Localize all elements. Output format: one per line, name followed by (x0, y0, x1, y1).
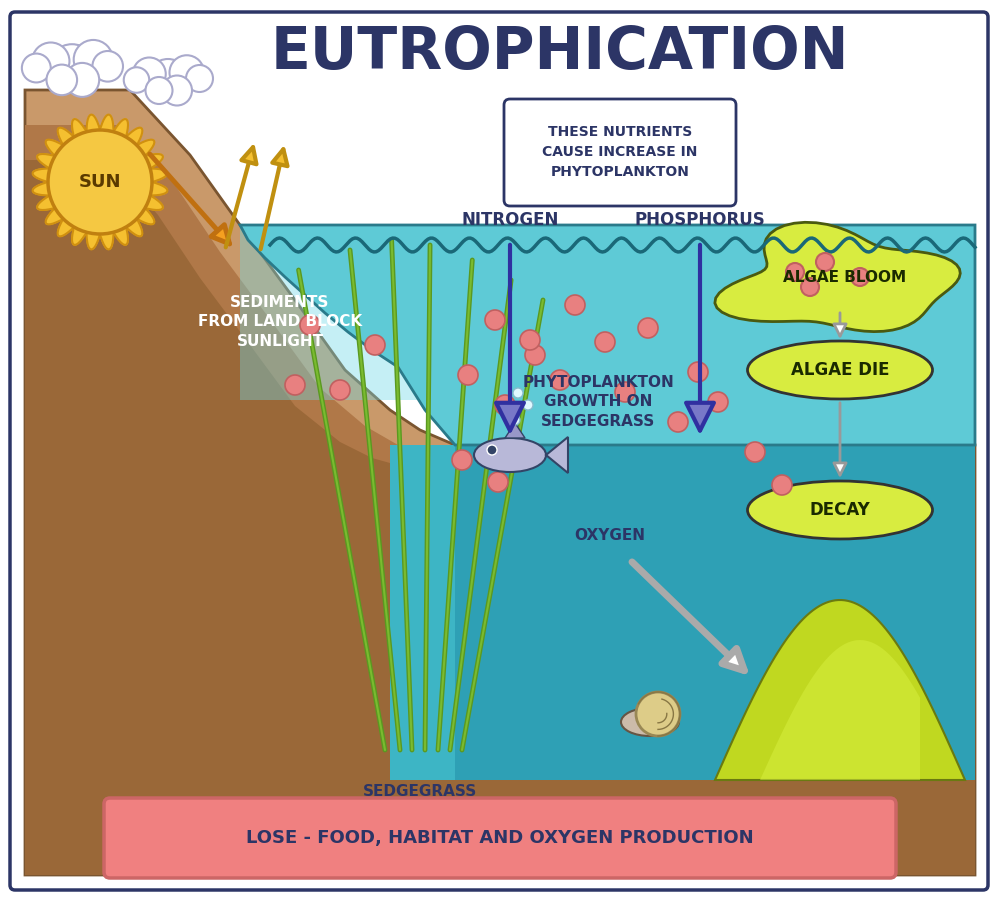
Circle shape (495, 395, 515, 415)
Text: PHYTOPLANKTON
GROWTH ON
SEDGEGRASS: PHYTOPLANKTON GROWTH ON SEDGEGRASS (522, 374, 674, 429)
Text: EUTROPHICATION: EUTROPHICATION (271, 23, 849, 80)
Text: SEDGEGRASS: SEDGEGRASS (363, 785, 477, 799)
Polygon shape (240, 225, 975, 445)
Polygon shape (505, 423, 525, 438)
Circle shape (636, 692, 680, 736)
Polygon shape (760, 640, 920, 780)
FancyBboxPatch shape (504, 99, 736, 206)
Polygon shape (25, 90, 975, 875)
Polygon shape (240, 225, 500, 400)
Circle shape (65, 63, 99, 97)
Polygon shape (33, 114, 167, 249)
Ellipse shape (748, 481, 932, 539)
Polygon shape (715, 600, 965, 780)
Circle shape (32, 42, 69, 80)
Circle shape (745, 442, 765, 462)
Circle shape (92, 51, 123, 82)
Circle shape (851, 268, 869, 286)
Circle shape (487, 445, 497, 455)
Text: ALGAE BLOOM: ALGAE BLOOM (783, 271, 907, 285)
Circle shape (74, 40, 113, 79)
Circle shape (48, 44, 96, 92)
Circle shape (124, 68, 149, 93)
Circle shape (525, 345, 545, 365)
Circle shape (162, 76, 192, 105)
Circle shape (688, 362, 708, 382)
Circle shape (330, 380, 350, 400)
Circle shape (565, 295, 585, 315)
Circle shape (147, 59, 189, 101)
Circle shape (365, 335, 385, 355)
Circle shape (523, 400, 533, 410)
Text: SUN: SUN (79, 173, 121, 191)
Text: ALGAE DIE: ALGAE DIE (791, 361, 889, 379)
Ellipse shape (748, 341, 932, 399)
Circle shape (510, 415, 520, 425)
Circle shape (485, 310, 505, 330)
Text: THESE NUTRIENTS
CAUSE INCREASE IN
PHYTOPLANKTON: THESE NUTRIENTS CAUSE INCREASE IN PHYTOP… (542, 125, 698, 178)
Circle shape (48, 130, 152, 234)
Circle shape (595, 332, 615, 352)
Circle shape (786, 263, 804, 281)
Circle shape (708, 392, 728, 412)
Polygon shape (25, 125, 975, 875)
Circle shape (668, 412, 688, 432)
FancyBboxPatch shape (104, 798, 896, 878)
Circle shape (513, 388, 523, 398)
Circle shape (801, 278, 819, 296)
Circle shape (46, 65, 77, 95)
Polygon shape (240, 225, 975, 445)
Circle shape (133, 58, 166, 91)
Circle shape (816, 253, 834, 271)
Circle shape (520, 330, 540, 350)
Circle shape (22, 54, 51, 83)
Circle shape (458, 365, 478, 385)
Polygon shape (25, 160, 975, 875)
Polygon shape (390, 445, 975, 780)
Circle shape (452, 450, 472, 470)
Circle shape (146, 77, 173, 104)
Polygon shape (546, 437, 568, 473)
FancyBboxPatch shape (10, 12, 988, 890)
Circle shape (285, 375, 305, 395)
Text: LOSE - FOOD, HABITAT AND OXYGEN PRODUCTION: LOSE - FOOD, HABITAT AND OXYGEN PRODUCTI… (246, 829, 754, 847)
Circle shape (615, 382, 635, 402)
Circle shape (186, 65, 213, 92)
Circle shape (772, 475, 792, 495)
Polygon shape (455, 445, 975, 780)
Ellipse shape (474, 438, 546, 472)
Ellipse shape (621, 708, 679, 736)
Circle shape (638, 318, 658, 338)
Circle shape (550, 370, 570, 390)
Circle shape (300, 315, 320, 335)
Text: SEDIMENTS
FROM LAND BLOCK
SUNLIGHT: SEDIMENTS FROM LAND BLOCK SUNLIGHT (198, 294, 362, 349)
Text: PHOSPHORUS: PHOSPHORUS (635, 211, 765, 229)
Text: OXYGEN: OXYGEN (574, 527, 646, 543)
Text: NITROGEN: NITROGEN (461, 211, 559, 229)
Polygon shape (715, 222, 960, 331)
Circle shape (488, 472, 508, 492)
Text: DECAY: DECAY (810, 501, 870, 519)
Circle shape (170, 55, 204, 90)
